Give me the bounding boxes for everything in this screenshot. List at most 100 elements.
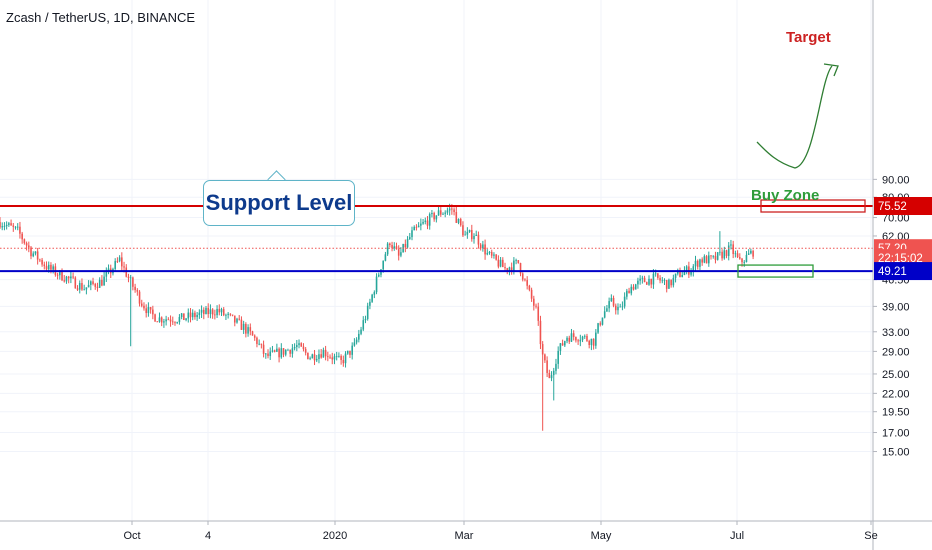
candle <box>371 293 373 303</box>
candle <box>187 308 190 323</box>
candle-body <box>289 349 291 354</box>
candle-body <box>331 357 334 360</box>
candle <box>424 217 427 225</box>
candle <box>524 278 526 282</box>
candle-body <box>81 283 83 290</box>
candle <box>83 284 85 291</box>
candle <box>298 339 300 349</box>
candle-body <box>114 261 116 269</box>
candle <box>72 272 74 280</box>
candle-body <box>705 256 708 264</box>
candle-body <box>45 266 48 270</box>
candle <box>331 352 334 365</box>
candle-body <box>406 238 409 248</box>
candle <box>497 255 500 269</box>
candle-body <box>588 340 590 345</box>
candle-body <box>701 259 703 263</box>
candle-body <box>608 301 610 309</box>
candle-body <box>293 346 296 349</box>
candle-body <box>714 255 717 260</box>
candle-body <box>165 319 167 322</box>
candle-body <box>473 235 475 240</box>
candle-body <box>439 210 442 215</box>
candle <box>92 277 94 286</box>
candle <box>39 258 41 263</box>
candle <box>360 326 362 336</box>
candle-body <box>222 309 225 316</box>
candle-body <box>346 350 349 354</box>
candle <box>670 279 672 288</box>
candle-body <box>65 276 68 282</box>
candle <box>535 303 537 309</box>
candle-body <box>154 314 156 322</box>
candle <box>320 349 322 359</box>
candle <box>165 315 167 326</box>
candle <box>220 307 223 317</box>
candle-body <box>362 320 365 330</box>
candle-body <box>533 298 535 306</box>
candle <box>127 273 130 283</box>
price-tick-label: 39.00 <box>882 301 910 313</box>
candle-body <box>612 297 615 306</box>
candle-body <box>552 370 555 376</box>
candle-body <box>132 277 134 287</box>
time-tick-label: May <box>591 530 612 542</box>
time-axis[interactable]: Oct 4 2020 Mar May Jul Se <box>0 520 932 542</box>
candle-body <box>710 255 712 257</box>
candle-body <box>526 280 528 286</box>
candle-body <box>654 273 657 275</box>
candle-body <box>386 243 389 255</box>
candle <box>136 288 139 296</box>
candle <box>747 249 750 255</box>
candle-body <box>249 327 252 332</box>
candle <box>431 209 433 218</box>
candle-body <box>311 354 314 359</box>
price-tag-bg <box>874 262 932 281</box>
candle <box>413 225 416 231</box>
candle <box>495 253 497 261</box>
candle-body <box>318 354 320 359</box>
candle <box>56 272 59 280</box>
candle <box>433 211 435 222</box>
candle-body <box>174 322 176 324</box>
candle <box>502 257 504 268</box>
candle-body <box>21 233 23 240</box>
candle-body <box>78 283 81 290</box>
candle <box>637 277 639 289</box>
candle-body <box>623 296 626 307</box>
candle <box>289 349 291 358</box>
candle-body <box>276 348 278 352</box>
candle <box>132 276 134 291</box>
candle-body <box>209 309 212 315</box>
candle <box>269 347 272 360</box>
candle <box>621 301 624 311</box>
candle-body <box>510 267 513 271</box>
candle-body <box>659 277 661 281</box>
candle <box>688 261 690 279</box>
candle <box>21 231 23 244</box>
candle-body <box>149 307 152 310</box>
candle <box>386 242 389 256</box>
candle <box>590 338 593 351</box>
candle-body <box>428 214 431 226</box>
price-tick-label: 70.00 <box>882 213 910 225</box>
candle-body <box>475 234 478 236</box>
candle <box>674 273 677 283</box>
candle-body <box>298 343 300 346</box>
candle-body <box>134 286 136 291</box>
candle-body <box>23 239 26 244</box>
candle <box>225 313 227 321</box>
candle-body <box>468 230 471 232</box>
candle-body <box>143 305 145 309</box>
candle-body <box>639 278 641 281</box>
candle-body <box>273 350 276 352</box>
candle-body <box>752 250 754 257</box>
candle-body <box>284 349 287 355</box>
candle <box>699 258 701 270</box>
candle-body <box>353 342 356 346</box>
candle-body <box>685 266 688 272</box>
candle-body <box>557 350 559 364</box>
buy-zone-box <box>737 264 814 278</box>
